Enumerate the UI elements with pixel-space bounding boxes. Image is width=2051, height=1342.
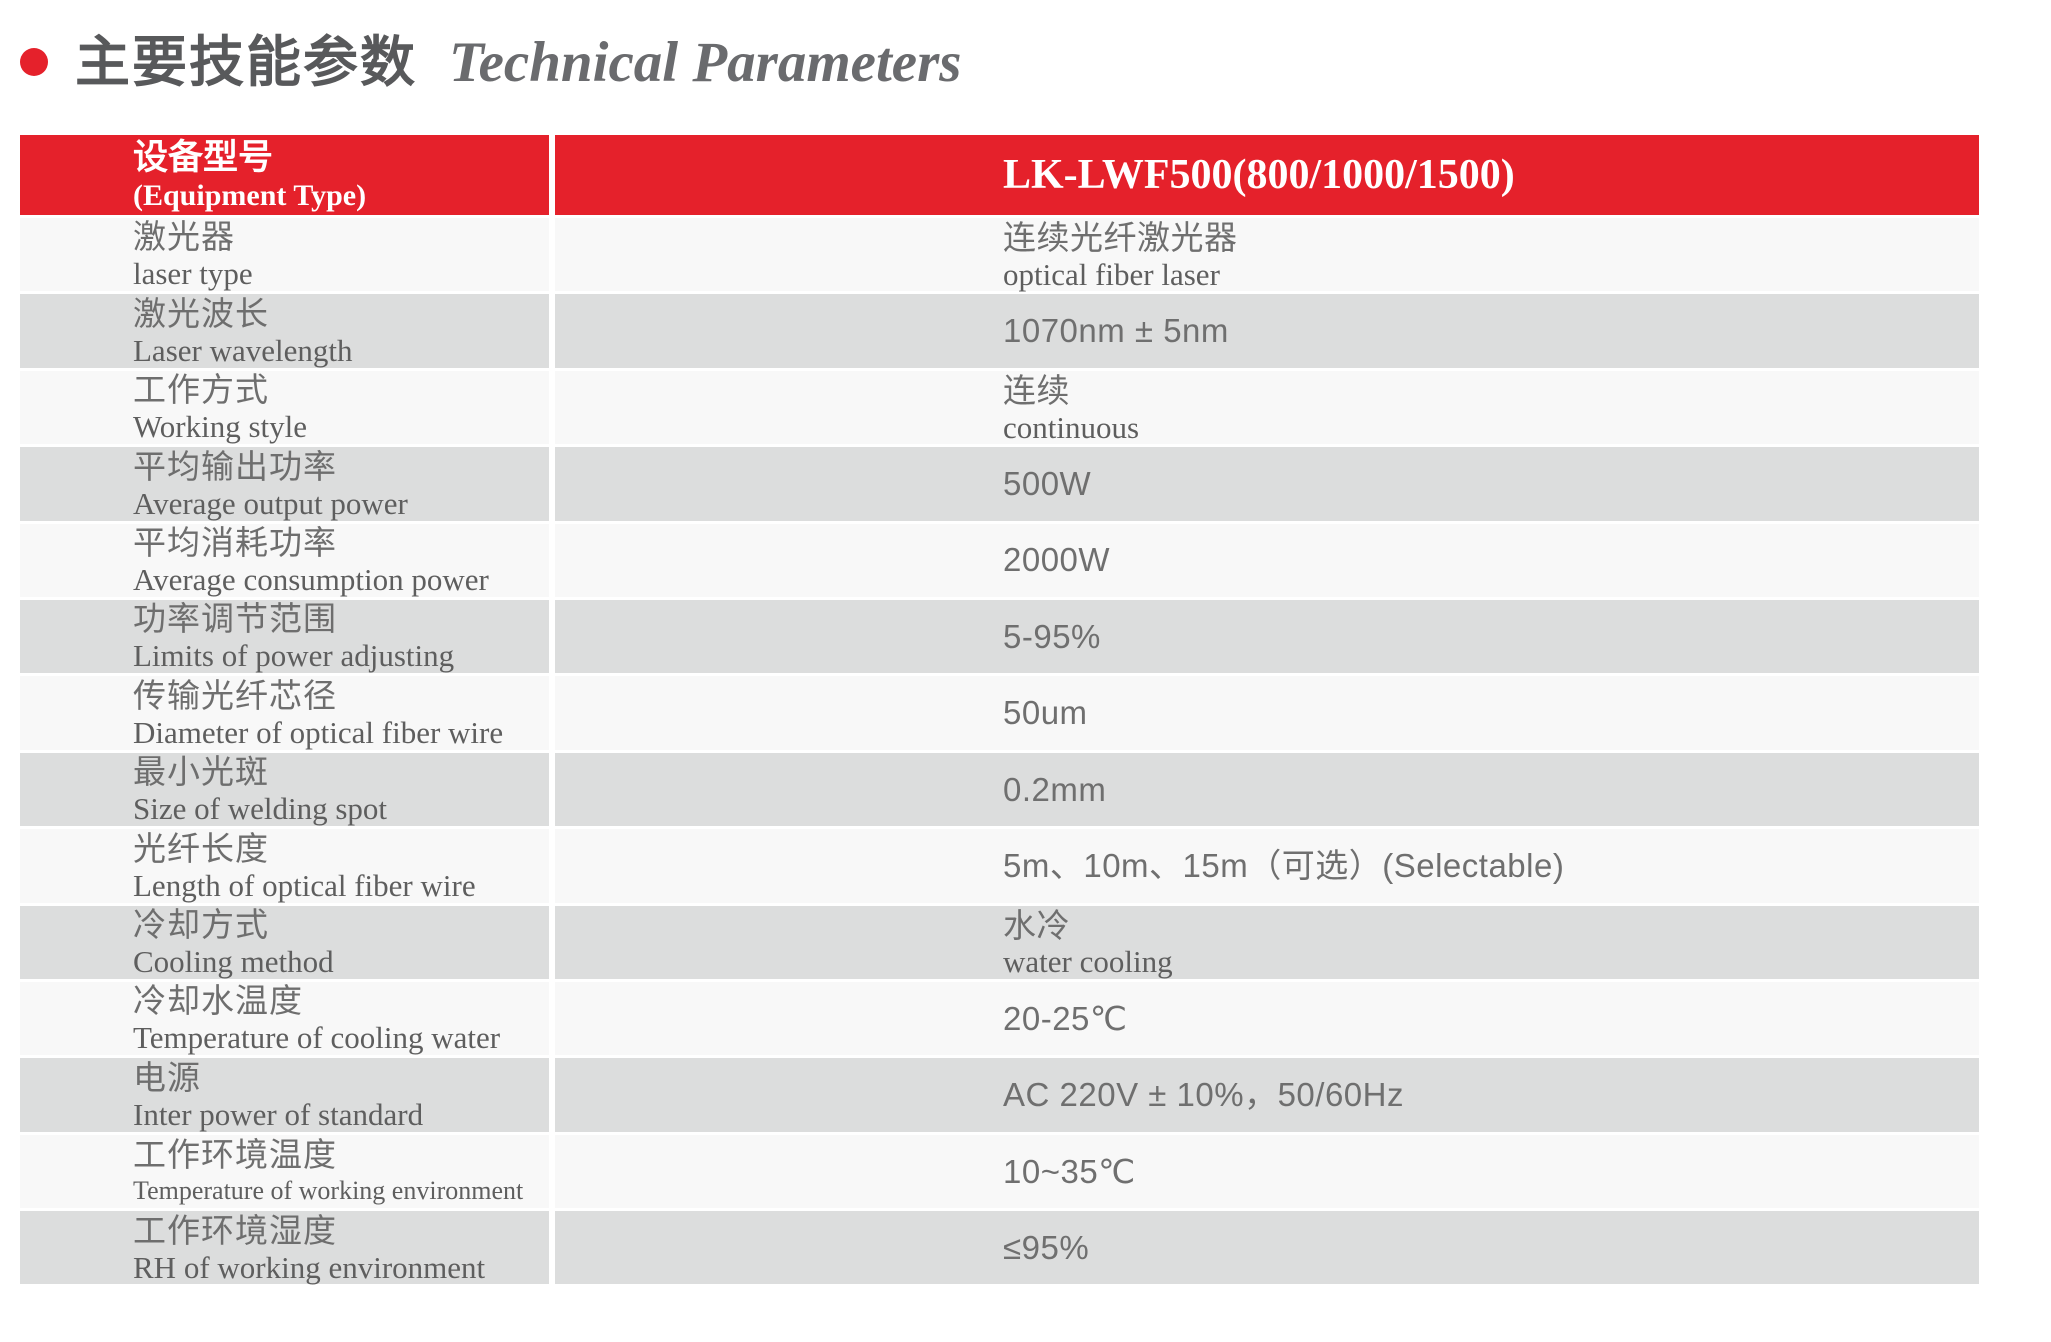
parameter-name-zh: 功率调节范围 bbox=[133, 600, 337, 638]
parameter-name-zh: 传输光纤芯径 bbox=[133, 676, 337, 714]
table-row-wavelength: 激光波长 Laser wavelength 1070nm ± 5nm bbox=[20, 291, 1979, 368]
parameter-value-cell: 0.2mm bbox=[555, 749, 1979, 827]
parameter-value-line1: 0.2mm bbox=[1003, 770, 1107, 808]
parameter-value-cell: AC 220V ± 10%，50/60Hz bbox=[555, 1055, 1979, 1132]
parameter-value-line1: 20-25℃ bbox=[1003, 999, 1128, 1037]
parameter-name-en: Cooling method bbox=[133, 943, 334, 979]
parameter-name-en: Limits of power adjusting bbox=[133, 638, 455, 674]
parameter-label-cell: 工作环境温度 Temperature of working environmen… bbox=[20, 1131, 555, 1209]
parameter-value-cell: 1070nm ± 5nm bbox=[555, 291, 1979, 368]
parameter-name-zh: 平均消耗功率 bbox=[133, 524, 337, 562]
parameter-label-cell: 工作方式 Working style bbox=[20, 367, 555, 445]
parameter-name-zh: 平均输出功率 bbox=[133, 447, 337, 485]
table-row-welding-spot: 最小光斑 Size of welding spot 0.2mm bbox=[20, 749, 1979, 827]
parameter-name-en: RH of working environment bbox=[133, 1249, 486, 1285]
table-row-power-standard: 电源 Inter power of standard AC 220V ± 10%… bbox=[20, 1055, 1979, 1132]
table-row-fiber-diameter: 传输光纤芯径 Diameter of optical fiber wire 50… bbox=[20, 673, 1979, 750]
parameter-name-en: laser type bbox=[133, 256, 253, 292]
parameter-label-cell: 激光波长 Laser wavelength bbox=[20, 291, 555, 368]
parameter-value-cell: 2000W bbox=[555, 520, 1979, 597]
parameter-value-cell: 10~35℃ bbox=[555, 1131, 1979, 1209]
parameter-value-line1: 1070nm ± 5nm bbox=[1003, 312, 1229, 350]
parameter-label-cell: 传输光纤芯径 Diameter of optical fiber wire bbox=[20, 673, 555, 750]
parameter-value-cell: 20-25℃ bbox=[555, 978, 1979, 1056]
parameter-label-cell: 冷却方式 Cooling method bbox=[20, 902, 555, 979]
table-row-working-environment-temperature: 工作环境温度 Temperature of working environmen… bbox=[20, 1131, 1979, 1209]
parameter-value-line1: 连续 bbox=[1003, 371, 1070, 409]
parameter-value-cell: ≤95% bbox=[555, 1208, 1979, 1285]
parameter-value-line1: 2000W bbox=[1003, 541, 1111, 579]
parameter-label-cell: 光纤长度 Length of optical fiber wire bbox=[20, 826, 555, 903]
parameter-name-zh: 冷却水温度 bbox=[133, 982, 303, 1020]
table-row-cooling-method: 冷却方式 Cooling method 水冷 water cooling bbox=[20, 902, 1979, 980]
table-row-fiber-length: 光纤长度 Length of optical fiber wire 5m、10m… bbox=[20, 826, 1979, 903]
table-row-average-output-power: 平均输出功率 Average output power 500W bbox=[20, 444, 1979, 521]
header-label-en: (Equipment Type) bbox=[133, 178, 367, 212]
parameter-label-cell: 激光器 laser type bbox=[20, 215, 555, 292]
header-equipment-type-cell: 设备型号 (Equipment Type) bbox=[20, 135, 555, 215]
table-row-average-consumption-power: 平均消耗功率 Average consumption power 2000W bbox=[20, 520, 1979, 597]
parameter-name-zh: 激光器 bbox=[133, 218, 235, 256]
parameter-name-en: Average consumption power bbox=[133, 561, 489, 597]
section-title-en: Technical Parameters bbox=[449, 30, 962, 94]
parameter-value-cell: 500W bbox=[555, 444, 1979, 521]
model-number: LK-LWF500(800/1000/1500) bbox=[1003, 152, 1515, 198]
parameter-value-line1: AC 220V ± 10%，50/60Hz bbox=[1003, 1076, 1404, 1114]
parameter-name-zh: 工作环境湿度 bbox=[133, 1211, 337, 1249]
table-header-row: 设备型号 (Equipment Type) LK-LWF500(800/1000… bbox=[20, 135, 1979, 215]
parameter-value-line1: 水冷 bbox=[1003, 906, 1070, 944]
parameter-value-line2: water cooling bbox=[1003, 944, 1173, 980]
parameter-name-zh: 激光波长 bbox=[133, 294, 269, 332]
parameter-value-cell: 5-95% bbox=[555, 596, 1979, 674]
section-title-zh: 主要技能参数 bbox=[75, 30, 418, 93]
parameter-value-line1: 10~35℃ bbox=[1003, 1152, 1136, 1190]
parameter-value-line1: 连续光纤激光器 bbox=[1003, 219, 1238, 257]
parameter-label-cell: 最小光斑 Size of welding spot bbox=[20, 749, 555, 827]
table-row-cooling-water-temperature: 冷却水温度 Temperature of cooling water 20-25… bbox=[20, 978, 1979, 1056]
parameter-value-cell: 连续 continuous bbox=[555, 367, 1979, 445]
parameter-value-line1: 5-95% bbox=[1003, 617, 1101, 655]
parameter-label-cell: 电源 Inter power of standard bbox=[20, 1055, 555, 1132]
parameter-label-cell: 功率调节范围 Limits of power adjusting bbox=[20, 596, 555, 674]
parameter-label-cell: 冷却水温度 Temperature of cooling water bbox=[20, 978, 555, 1056]
parameter-name-en: Diameter of optical fiber wire bbox=[133, 714, 504, 750]
header-model-cell: LK-LWF500(800/1000/1500) bbox=[555, 135, 1979, 215]
parameter-value-line1: 50um bbox=[1003, 694, 1088, 732]
section-title: 主要技能参数 Technical Parameters bbox=[20, 22, 2051, 102]
table-row-working-environment-humidity: 工作环境湿度 RH of working environment ≤95% bbox=[20, 1208, 1979, 1285]
parameter-value-line1: ≤95% bbox=[1003, 1228, 1090, 1266]
parameter-name-en: Size of welding spot bbox=[133, 791, 387, 827]
parameter-value-line2: optical fiber laser bbox=[1003, 256, 1220, 292]
header-label-zh: 设备型号 bbox=[133, 138, 274, 178]
parameter-name-en: Working style bbox=[133, 409, 308, 445]
parameter-label-cell: 平均消耗功率 Average consumption power bbox=[20, 520, 555, 597]
parameter-value-cell: 5m、10m、15m（可选）(Selectable) bbox=[555, 826, 1979, 903]
table-row-working-style: 工作方式 Working style 连续 continuous bbox=[20, 367, 1979, 445]
parameter-name-en: Length of optical fiber wire bbox=[133, 867, 476, 903]
red-bullet-icon bbox=[20, 48, 48, 76]
parameter-label-cell: 平均输出功率 Average output power bbox=[20, 444, 555, 521]
parameter-name-en: Temperature of cooling water bbox=[133, 1020, 501, 1056]
parameter-value-line2: continuous bbox=[1003, 409, 1140, 445]
table-row-power-adjusting: 功率调节范围 Limits of power adjusting 5-95% bbox=[20, 596, 1979, 674]
parameter-value-cell: 连续光纤激光器 optical fiber laser bbox=[555, 215, 1979, 292]
technical-parameters-table: 设备型号 (Equipment Type) LK-LWF500(800/1000… bbox=[20, 135, 1979, 1285]
parameter-value-line1: 5m、10m、15m（可选）(Selectable) bbox=[1003, 847, 1565, 885]
parameter-name-zh: 光纤长度 bbox=[133, 829, 269, 867]
parameter-name-en: Laser wavelength bbox=[133, 332, 353, 368]
parameter-value-cell: 50um bbox=[555, 673, 1979, 750]
parameter-name-zh: 工作方式 bbox=[133, 371, 269, 409]
parameter-name-zh: 最小光斑 bbox=[133, 753, 269, 791]
parameter-name-zh: 冷却方式 bbox=[133, 906, 269, 943]
parameter-label-cell: 工作环境湿度 RH of working environment bbox=[20, 1208, 555, 1285]
parameter-name-en: Temperature of working environment bbox=[133, 1176, 524, 1206]
parameter-name-en: Average output power bbox=[133, 485, 408, 521]
parameter-name-zh: 电源 bbox=[133, 1058, 201, 1096]
parameter-value-cell: 水冷 water cooling bbox=[555, 902, 1979, 980]
parameter-value-line1: 500W bbox=[1003, 465, 1092, 503]
table-row-laser-type: 激光器 laser type 连续光纤激光器 optical fiber las… bbox=[20, 215, 1979, 292]
parameter-name-en: Inter power of standard bbox=[133, 1096, 424, 1132]
parameter-name-zh: 工作环境温度 bbox=[133, 1136, 337, 1174]
